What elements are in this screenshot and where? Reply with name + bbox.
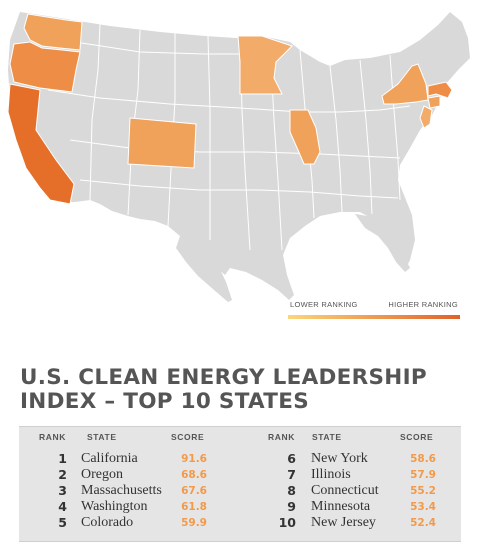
state-washington <box>23 13 83 51</box>
border-line <box>329 65 343 213</box>
rank-cell: 2 <box>58 467 67 482</box>
border-line <box>127 29 141 216</box>
title-line-1: U.S. CLEAN ENERGY LEADERSHIP <box>20 365 427 390</box>
state-illinois <box>289 109 321 165</box>
score-cell: 58.6 <box>410 453 436 465</box>
rank-cell: 4 <box>58 499 67 514</box>
border-line <box>79 179 399 199</box>
border-line <box>89 23 101 201</box>
state-new-jersey <box>419 105 433 129</box>
score-header: SCORE <box>171 432 205 442</box>
legend-high-label: HIGHER RANKING <box>388 300 458 309</box>
table-row: 8 Connecticut 55.2 <box>240 483 461 499</box>
state-cell: Massachusetts <box>81 483 162 498</box>
state-header: STATE <box>87 432 117 442</box>
score-cell: 59.9 <box>181 517 207 529</box>
florida-peninsula <box>355 214 410 272</box>
ranking-table: RANK STATE SCORE 1 California 91.6 2 Ore… <box>19 426 461 542</box>
map-legend: LOWER RANKING HIGHER RANKING <box>288 300 460 319</box>
score-header: SCORE <box>400 432 434 442</box>
table-row: 9 Minnesota 53.4 <box>240 499 461 515</box>
rank-cell: 5 <box>58 515 67 530</box>
state-borders <box>47 23 411 251</box>
title-line-2: INDEX – TOP 10 STATES <box>20 389 310 414</box>
rank-cell: 6 <box>287 451 296 466</box>
table-row: 3 Massachusetts 67.6 <box>19 483 240 499</box>
us-map <box>7 12 470 302</box>
border-line <box>389 54 401 201</box>
score-cell: 57.9 <box>410 469 436 481</box>
rank-header: RANK <box>268 432 295 442</box>
us-landmass <box>8 12 470 302</box>
state-header: STATE <box>312 432 342 442</box>
rank-cell: 7 <box>287 467 296 482</box>
table-row: 1 California 91.6 <box>19 451 240 467</box>
rank-cell: 3 <box>58 483 67 498</box>
index-title: U.S. CLEAN ENERGY LEADERSHIP INDEX – TOP… <box>20 366 470 414</box>
state-cell: Colorado <box>81 515 134 530</box>
border-line <box>207 35 211 240</box>
rank-cell: 10 <box>278 515 296 530</box>
rank-header: RANK <box>39 432 66 442</box>
border-line <box>47 89 411 113</box>
state-cell: Illinois <box>311 467 351 482</box>
table-row: 6 New York 58.6 <box>240 451 461 467</box>
state-cell: New York <box>311 451 368 466</box>
state-cell: Minnesota <box>311 499 371 514</box>
table-row: 5 Colorado 59.9 <box>19 515 240 531</box>
score-cell: 55.2 <box>410 485 436 497</box>
table-row: 10 New Jersey 52.4 <box>240 515 461 531</box>
legend-low-label: LOWER RANKING <box>290 300 358 309</box>
state-cell: Washington <box>81 499 148 514</box>
state-new-york <box>381 63 429 105</box>
border-line <box>359 59 373 215</box>
border-line <box>61 39 240 55</box>
state-cell: Connecticut <box>311 483 379 498</box>
score-cell: 67.6 <box>181 485 207 497</box>
rank-cell: 1 <box>58 451 67 466</box>
score-cell: 53.4 <box>410 501 436 513</box>
table-row: 7 Illinois 57.9 <box>240 467 461 483</box>
ranked-states <box>7 13 453 205</box>
score-cell: 91.6 <box>181 453 207 465</box>
state-colorado <box>127 117 197 169</box>
table-row: 2 Oregon 68.6 <box>19 467 240 483</box>
table-row: 4 Washington 61.8 <box>19 499 240 515</box>
state-cell: California <box>81 451 138 466</box>
state-california <box>7 83 75 205</box>
contiguous-us-base <box>8 12 470 300</box>
state-massachusetts <box>427 81 453 99</box>
rank-cell: 9 <box>287 499 296 514</box>
texas-south <box>176 236 232 302</box>
score-cell: 68.6 <box>181 469 207 481</box>
score-cell: 52.4 <box>410 517 436 529</box>
legend-gradient-bar <box>288 315 460 319</box>
state-connecticut <box>427 95 441 109</box>
legend-labels: LOWER RANKING HIGHER RANKING <box>288 300 460 312</box>
ranking-column-left: RANK STATE SCORE 1 California 91.6 2 Ore… <box>19 427 240 541</box>
state-minnesota <box>237 35 293 95</box>
state-cell: Oregon <box>81 467 123 482</box>
score-cell: 61.8 <box>181 501 207 513</box>
state-cell: New Jersey <box>311 515 376 530</box>
rank-cell: 8 <box>287 483 296 498</box>
state-oregon <box>9 41 81 93</box>
ranking-column-right: RANK STATE SCORE 6 New York 58.6 7 Illin… <box>240 427 461 541</box>
